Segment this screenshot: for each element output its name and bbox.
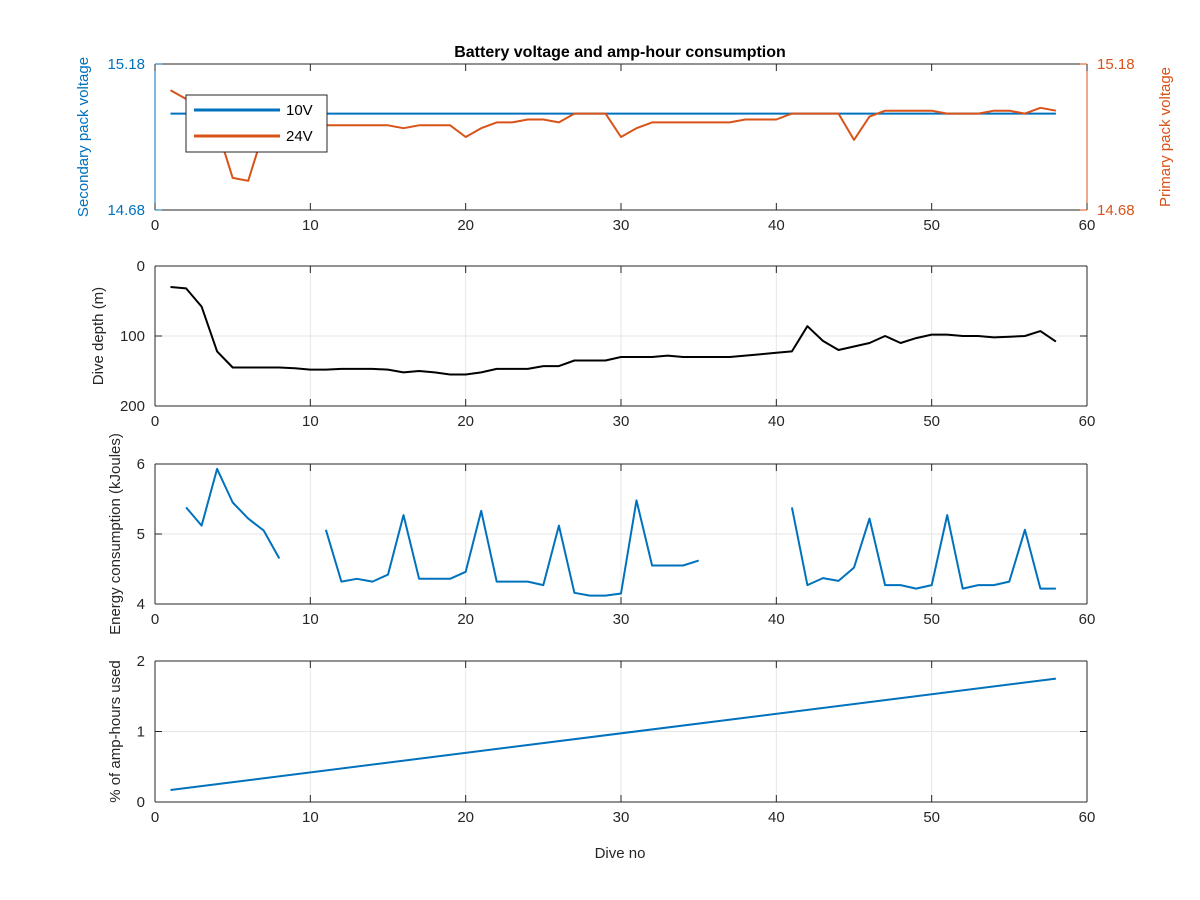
legend-label-10v: 10V	[286, 102, 313, 119]
y-left-tick-label: 15.18	[107, 56, 145, 73]
y-axis-label: % of amp-hours used	[107, 660, 124, 803]
legend-label-24v: 24V	[286, 128, 313, 145]
x-tick-label: 20	[457, 611, 474, 628]
y-tick-label: 6	[137, 456, 145, 473]
x-tick-label: 40	[768, 413, 785, 430]
figure-title: Battery voltage and amp-hour consumption	[454, 44, 786, 61]
x-tick-label: 60	[1079, 413, 1096, 430]
x-tick-label: 20	[457, 413, 474, 430]
y-tick-label: 100	[120, 328, 145, 345]
x-tick-label: 10	[302, 809, 319, 826]
x-tick-label: 0	[151, 217, 159, 234]
x-tick-label: 50	[923, 413, 940, 430]
series-line-1	[185, 467, 1056, 597]
y-axis-label: Dive depth (m)	[90, 287, 107, 385]
subplot-4: 0 10 20 30 40 50 60 0 1 2 % of amp-hours used	[107, 653, 1095, 826]
subplot-3: 0 10 20 30 40 50 60 4 5 6 Energy consumption (kJou…	[107, 433, 1095, 635]
y-tick-label: 2	[137, 653, 145, 670]
x-tick-label: 30	[613, 809, 630, 826]
x-tick-label: 30	[613, 217, 630, 234]
x-tick-label: 40	[768, 611, 785, 628]
y-tick-label: 1	[137, 724, 145, 741]
y-tick-label: 5	[137, 526, 145, 543]
y-left-tick-label: 14.68	[107, 202, 145, 219]
x-tick-label: 60	[1079, 217, 1096, 234]
x-axis-label: Dive no	[595, 845, 646, 862]
x-tick-label: 10	[302, 413, 319, 430]
y-right-axis-label: Primary pack voltage	[1157, 67, 1174, 207]
x-tick-label: 30	[613, 611, 630, 628]
x-tick-label: 50	[923, 217, 940, 234]
x-tick-label: 0	[151, 611, 159, 628]
x-tick-label: 30	[613, 413, 630, 430]
legend: 10V 24V	[185, 94, 328, 153]
x-tick-label: 20	[457, 217, 474, 234]
y-left-axis-label: Secondary pack voltage	[75, 57, 92, 217]
subplot-2: 0 10 20 30 40 50 60 0 100 200 Dive depth (m)	[90, 258, 1095, 430]
y-right-tick-label: 15.18	[1097, 56, 1135, 73]
x-tick-label: 20	[457, 809, 474, 826]
x-tick-label: 10	[302, 611, 319, 628]
y-tick-label: 4	[137, 596, 145, 613]
x-tick-label: 50	[923, 809, 940, 826]
x-tick-label: 40	[768, 809, 785, 826]
legend-box	[185, 94, 328, 153]
subplot-1: 0 10 20 30 40 50 6014.6815.1814.6815.18Seconda…	[75, 56, 1174, 234]
x-tick-label: 50	[923, 611, 940, 628]
series-line-1	[170, 677, 1057, 791]
x-tick-label: 0	[151, 413, 159, 430]
x-tick-label: 10	[302, 217, 319, 234]
y-right-tick-label: 14.68	[1097, 202, 1135, 219]
y-axis-label: Energy consumption (kJoules)	[107, 433, 124, 635]
x-tick-label: 60	[1079, 611, 1096, 628]
x-tick-label: 0	[151, 809, 159, 826]
y-tick-label: 0	[137, 794, 145, 811]
x-tick-label: 60	[1079, 809, 1096, 826]
x-tick-label: 40	[768, 217, 785, 234]
y-tick-label: 0	[137, 258, 145, 275]
series-line-1	[170, 286, 1057, 376]
y-tick-label: 200	[120, 398, 145, 415]
